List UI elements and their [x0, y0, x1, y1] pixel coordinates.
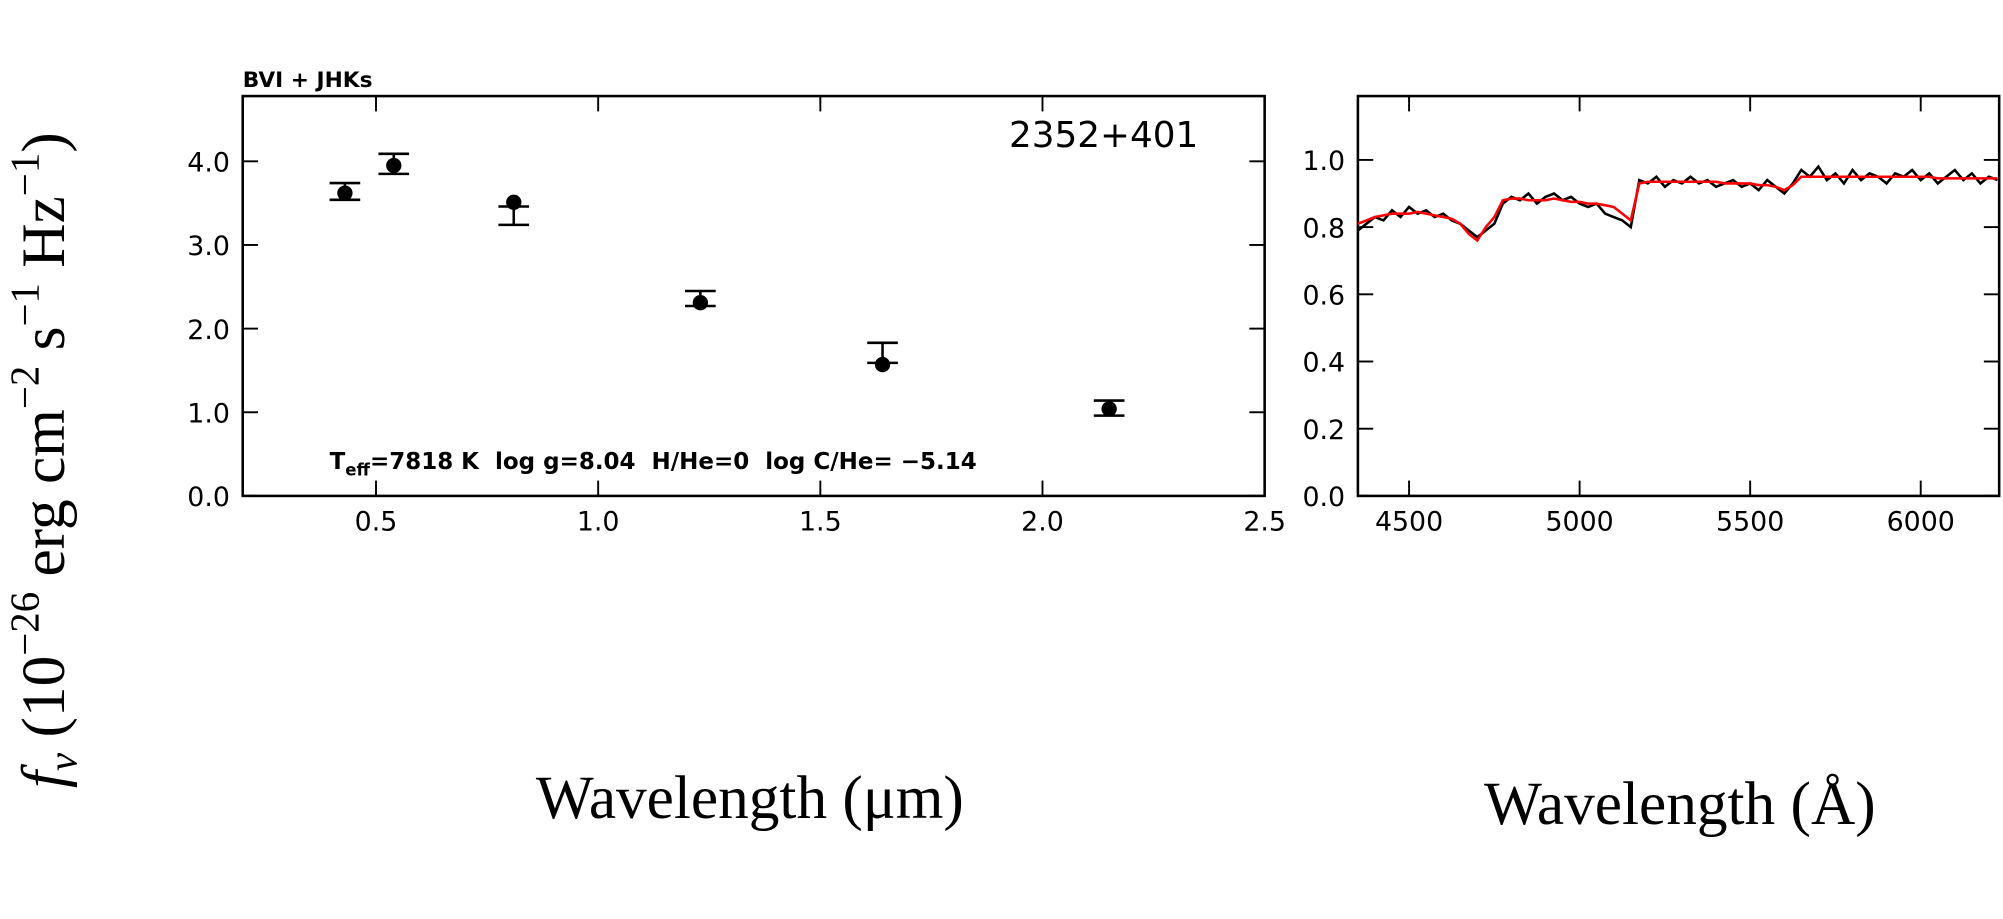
plot-frame	[241, 94, 1266, 498]
y-tick-label: 0.0	[1302, 482, 1345, 513]
y-tick-label: 0.8	[1302, 213, 1345, 244]
parameter-text: =7818 K log g=8.04 H/He=0 log C/He= −5.1…	[370, 449, 977, 475]
panel-label: BVI + JHKs	[243, 68, 373, 93]
y-tick-label: 4.0	[187, 148, 230, 179]
x-axis-label: Wavelength (Å)	[1484, 770, 1876, 838]
y-tick-label: 0.0	[187, 482, 230, 513]
x-tick-label: 5500	[1716, 506, 1784, 537]
y-tick-label: 0.2	[1302, 415, 1345, 446]
fit-parameters: Teff=7818 K log g=8.04 H/He=0 log C/He= …	[330, 449, 977, 479]
x-tick-label: 1.5	[799, 506, 842, 537]
y-axis-label-part: Hz	[10, 196, 78, 283]
spectrum-line	[1357, 175, 1998, 243]
y-tick-label: 0.6	[1302, 281, 1345, 312]
y-axis-label: fν (10−26 erg cm−2 s−1 Hz−1)	[2, 132, 85, 788]
plot-frame	[1356, 94, 2001, 498]
y-axis-label-part: −2	[2, 366, 47, 409]
model-point	[386, 157, 402, 174]
x-axis-label: Wavelength (μm)	[536, 764, 964, 832]
model-point	[506, 194, 522, 210]
x-tick-label: 6000	[1887, 506, 1955, 537]
y-axis-label-part: s	[10, 326, 78, 365]
x-tick-label: 5000	[1545, 506, 1613, 537]
x-tick-label: 1.0	[577, 506, 620, 537]
model-point	[337, 185, 353, 201]
y-axis-label-part: −1	[2, 283, 47, 326]
y-axis-label-part: ν	[41, 752, 86, 771]
y-axis-label-part: −1	[2, 153, 47, 196]
y-axis-label-part: (10	[10, 656, 78, 753]
y-axis-label-part: erg cm	[10, 409, 78, 592]
x-tick-label: 4500	[1375, 506, 1443, 537]
x-tick-label: 2.0	[1021, 506, 1064, 537]
y-tick-label: 1.0	[1302, 146, 1345, 177]
y-tick-label: 0.4	[1302, 348, 1345, 379]
x-tick-label: 0.5	[355, 506, 398, 537]
y-axis-label-part: −26	[2, 592, 47, 656]
parameter-symbol: T	[330, 449, 346, 475]
y-tick-label: 2.0	[187, 315, 230, 346]
y-tick-label: 3.0	[187, 231, 230, 262]
model-point	[1101, 401, 1117, 417]
object-name: 2352+401	[1009, 115, 1198, 156]
x-tick-label: 2.5	[1243, 506, 1286, 537]
parameter-subscript: eff	[345, 460, 370, 479]
model-point	[874, 356, 891, 373]
model-point	[692, 295, 709, 311]
y-axis-label-part: )	[10, 132, 78, 152]
y-tick-label: 1.0	[187, 398, 230, 429]
